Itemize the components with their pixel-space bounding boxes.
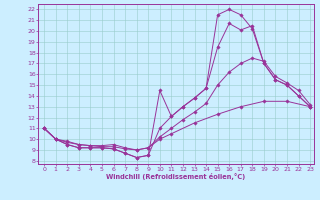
X-axis label: Windchill (Refroidissement éolien,°C): Windchill (Refroidissement éolien,°C) [106,173,246,180]
